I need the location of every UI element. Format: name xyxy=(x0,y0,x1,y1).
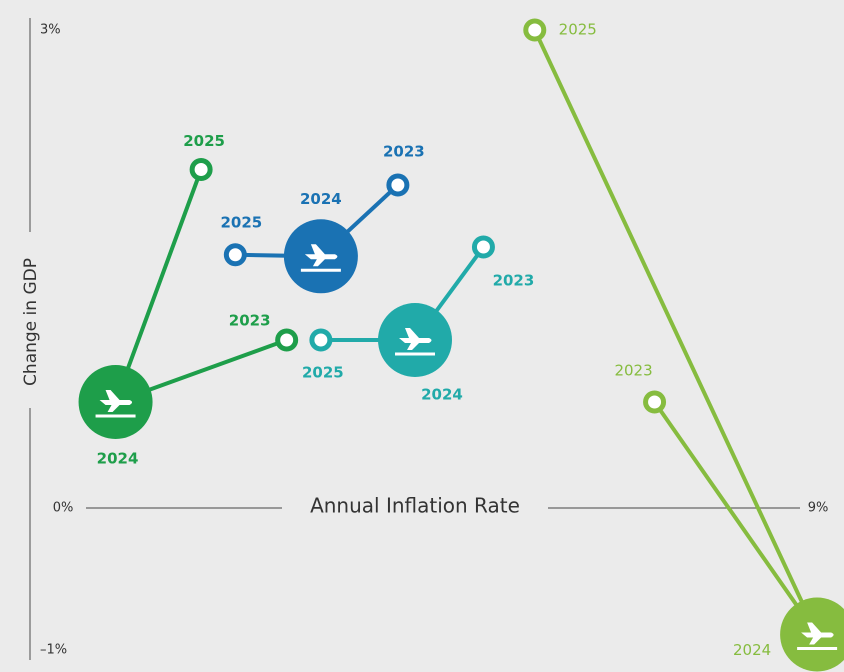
y-tick-label: 3% xyxy=(40,23,61,38)
year-label: 2024 xyxy=(300,190,342,208)
point xyxy=(643,390,667,414)
point xyxy=(189,158,213,181)
year-label: 2023 xyxy=(493,272,535,290)
point xyxy=(386,173,410,197)
year-label: 2023 xyxy=(614,362,652,380)
year-label: 2025 xyxy=(183,132,225,150)
plane-icon xyxy=(304,244,338,267)
x-tick-label: 0% xyxy=(53,501,74,516)
year-label: 2025 xyxy=(302,364,344,382)
year-label: 2023 xyxy=(383,143,425,161)
year-label: 2024 xyxy=(421,386,463,404)
point-group xyxy=(78,365,153,439)
year-label: 2024 xyxy=(97,450,139,468)
point-group xyxy=(283,219,358,294)
x-tick-label: 9% xyxy=(808,501,829,516)
point-group xyxy=(780,597,844,672)
point xyxy=(275,328,299,352)
year-label: 2023 xyxy=(229,312,271,330)
point xyxy=(223,243,247,267)
plane-icon xyxy=(99,390,133,412)
point xyxy=(523,18,547,42)
point xyxy=(471,235,495,259)
y-axis-label: Change in GDP xyxy=(21,258,41,386)
year-label: 2025 xyxy=(559,21,597,39)
year-label: 2024 xyxy=(733,641,771,659)
year-label: 2025 xyxy=(220,213,262,231)
y-tick-label: –1% xyxy=(40,643,67,658)
point xyxy=(309,328,333,352)
plane-icon xyxy=(399,328,432,350)
point-group xyxy=(378,303,452,377)
plane-icon xyxy=(801,622,834,645)
x-axis-label: Annual Inflation Rate xyxy=(310,494,520,518)
